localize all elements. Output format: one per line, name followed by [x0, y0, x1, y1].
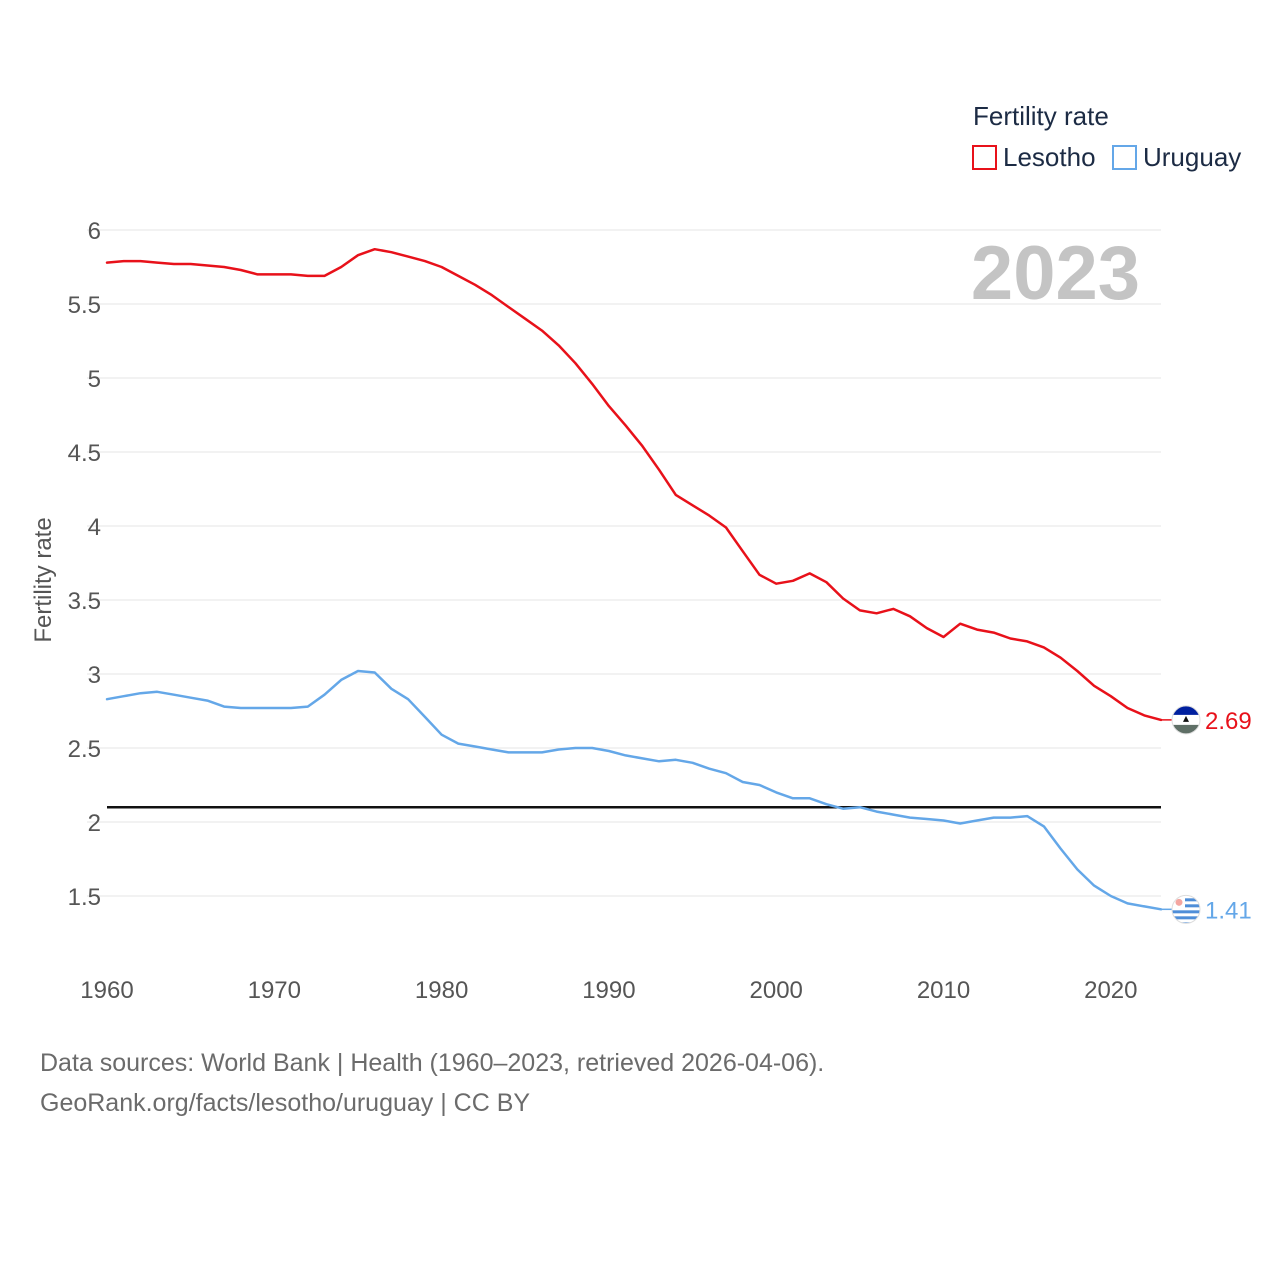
- legend-item-uruguay[interactable]: Uruguay: [1112, 142, 1241, 172]
- lesotho-flag-icon: [1171, 705, 1201, 735]
- y-axis-ticks: 1.5 2 2.5 3 3.5 4 4.5 5 5.5 6: [68, 218, 101, 911]
- end-value-lesotho: 2.69: [1205, 708, 1252, 735]
- y-tick-4-5: 4.5: [68, 440, 101, 467]
- x-tick-2010: 2010: [917, 977, 970, 1004]
- legend: Fertility rate Lesotho Uruguay: [972, 101, 1241, 172]
- year-label: 2023: [971, 231, 1140, 316]
- y-tick-3-5: 3.5: [68, 588, 101, 615]
- source-note: Data sources: World Bank | Health (1960–…: [40, 1043, 824, 1123]
- y-tick-1-5: 1.5: [68, 884, 101, 911]
- x-tick-1990: 1990: [582, 977, 635, 1004]
- y-axis-label: Fertility rate: [30, 517, 57, 642]
- x-tick-1980: 1980: [415, 977, 468, 1004]
- legend-swatch-uruguay: [1112, 145, 1137, 170]
- x-tick-2020: 2020: [1084, 977, 1137, 1004]
- y-tick-3: 3: [88, 662, 101, 689]
- legend-label-lesotho: Lesotho: [1003, 142, 1096, 172]
- legend-item-lesotho[interactable]: Lesotho: [972, 142, 1096, 172]
- y-tick-5: 5: [88, 366, 101, 393]
- y-tick-6: 6: [88, 218, 101, 245]
- series-line-lesotho[interactable]: [105, 247, 1163, 722]
- y-tick-4: 4: [88, 514, 101, 541]
- x-tick-2000: 2000: [750, 977, 803, 1004]
- x-axis-ticks: 1960 1970 1980 1990 2000 2010 2020: [80, 977, 1137, 1004]
- series-line-uruguay[interactable]: [105, 669, 1163, 911]
- source-line-2: GeoRank.org/facts/lesotho/uruguay | CC B…: [40, 1089, 531, 1117]
- x-tick-1970: 1970: [248, 977, 301, 1004]
- legend-swatch-lesotho: [972, 145, 997, 170]
- series-end-markers: 2.69 1.41: [1161, 705, 1252, 924]
- legend-label-uruguay: Uruguay: [1143, 142, 1241, 172]
- end-value-uruguay: 1.41: [1205, 897, 1252, 924]
- x-tick-1960: 1960: [80, 977, 133, 1004]
- y-tick-2: 2: [88, 810, 101, 837]
- y-tick-2-5: 2.5: [68, 736, 101, 763]
- y-tick-5-5: 5.5: [68, 292, 101, 319]
- source-line-1: Data sources: World Bank | Health (1960–…: [40, 1049, 825, 1077]
- gridlines: [87, 229, 1161, 897]
- legend-title: Fertility rate: [973, 101, 1109, 131]
- uruguay-flag-icon: [1171, 894, 1201, 924]
- series-lines: [105, 247, 1163, 911]
